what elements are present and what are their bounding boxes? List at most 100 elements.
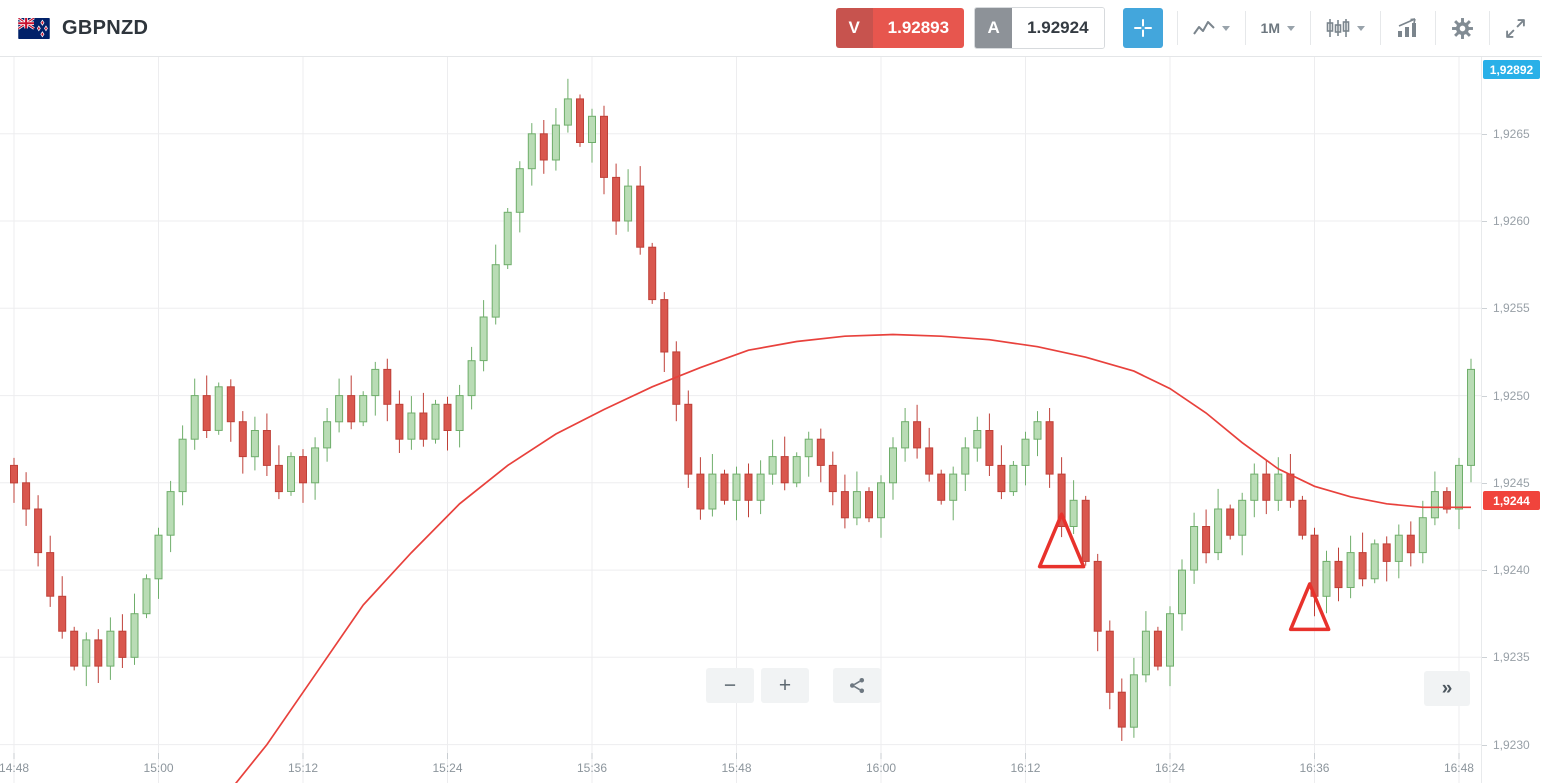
chevron-down-icon: [1221, 25, 1230, 31]
price-axis-label: 1,9260: [1493, 214, 1530, 229]
time-axis-label: 15:36: [576, 761, 608, 775]
sell-price-button[interactable]: V 1.92893: [835, 8, 965, 48]
candle: [1214, 488, 1223, 561]
candle: [431, 399, 440, 444]
candle: [407, 396, 416, 450]
candle: [997, 445, 1006, 500]
price-axis-tick: [1482, 221, 1487, 223]
candle: [1009, 461, 1018, 496]
candle: [202, 375, 211, 438]
candle: [840, 474, 849, 529]
candle: [1298, 495, 1307, 540]
candle: [142, 574, 151, 619]
candle: [1021, 431, 1030, 486]
candle: [768, 439, 777, 485]
time-axis[interactable]: 14:48 15:00 15:12 15:24 15:36 15:48 16:00 16:12…: [0, 753, 1481, 783]
candle: [660, 292, 669, 372]
time-axis-label: 16:00: [865, 761, 896, 775]
candle: [1238, 492, 1247, 556]
candle: [515, 161, 524, 233]
candle: [1045, 408, 1054, 488]
candle: [46, 535, 55, 607]
price-axis-label: 1,9235: [1493, 650, 1530, 665]
candle: [744, 463, 753, 518]
candle: [780, 436, 789, 491]
candle: [1262, 460, 1271, 515]
candle: [792, 452, 801, 488]
timeframe-selector[interactable]: 1M: [1248, 8, 1308, 48]
candle: [443, 396, 452, 451]
separator: [1176, 11, 1178, 45]
candle: [58, 576, 67, 639]
price-axis-tick: [1482, 744, 1487, 746]
chart-type-icon: [1192, 19, 1215, 37]
crosshair-button[interactable]: [1122, 8, 1163, 48]
candle: [539, 120, 548, 174]
price-axis-tick: [1482, 308, 1487, 310]
price-axis[interactable]: 1,92892 1,9244 1,9265 1,9260 1,9255 1,9250 1…: [1481, 57, 1542, 783]
candle: [877, 475, 885, 538]
candle: [1430, 471, 1439, 526]
separator: [1489, 11, 1490, 45]
symbol-title: GBPNZD: [62, 16, 149, 39]
candle: [1129, 657, 1138, 738]
candle: [1166, 606, 1174, 687]
candle: [672, 341, 681, 422]
candle: [612, 163, 621, 235]
zoom-out-button[interactable]: −: [706, 668, 754, 703]
candle: [178, 425, 187, 506]
candle: [756, 460, 765, 515]
time-axis-label: 15:00: [143, 761, 174, 775]
analytics-icon: [1396, 18, 1420, 38]
candle: [961, 437, 970, 491]
candle: [1394, 524, 1403, 579]
buy-badge: A: [975, 8, 1013, 48]
fullscreen-button[interactable]: [1492, 8, 1530, 48]
analytics-button[interactable]: [1383, 8, 1433, 48]
candle: [1093, 553, 1102, 652]
zoom-in-button[interactable]: +: [761, 668, 809, 703]
time-axis-label: 15:12: [288, 761, 319, 775]
candle: [1418, 500, 1427, 564]
buy-price-button[interactable]: A 1.92924: [974, 7, 1105, 49]
separator: [1435, 11, 1436, 45]
price-axis-tick: [1482, 133, 1487, 135]
candle: [865, 487, 873, 523]
candle: [106, 617, 115, 680]
time-axis-label: 15:48: [721, 761, 752, 775]
chart-area[interactable]: 1,92892 1,9244 1,9265 1,9260 1,9255 1,9250 1…: [0, 57, 1542, 783]
candle: [696, 457, 705, 520]
crosshair-icon: [1133, 18, 1153, 38]
candle: [901, 408, 910, 462]
fullscreen-icon: [1505, 18, 1526, 39]
candle: [684, 390, 693, 488]
chevron-down-icon: [1287, 25, 1295, 31]
candle: [1322, 550, 1331, 614]
candle: [1442, 487, 1451, 514]
expand-panel-button[interactable]: »: [1424, 671, 1470, 706]
candle: [1346, 535, 1355, 599]
signal-triangle-marker: [1288, 582, 1331, 632]
candle: [563, 78, 572, 133]
candle: [419, 392, 428, 447]
settings-button[interactable]: [1438, 8, 1487, 48]
settings-gear-icon: [1451, 17, 1474, 40]
candle: [816, 428, 825, 483]
candle: [10, 457, 18, 503]
share-button[interactable]: [833, 668, 881, 703]
price-axis-tick: [1482, 657, 1487, 659]
candle: [973, 416, 982, 462]
candle: [166, 480, 175, 553]
chart-type-selector[interactable]: [1180, 8, 1243, 48]
separator: [1244, 11, 1246, 45]
candle: [82, 632, 91, 687]
candle: [503, 208, 512, 269]
time-axis-label: 16:36: [1299, 761, 1330, 775]
symbol-area[interactable]: GBPNZD: [18, 17, 148, 40]
candle: [1406, 521, 1415, 567]
price-chart-svg[interactable]: [0, 57, 1542, 783]
candle-style-selector[interactable]: [1313, 8, 1378, 48]
chart-controls: V 1.92893 A 1.92924: [835, 7, 1530, 49]
time-axis-label: 16:12: [1010, 761, 1041, 775]
candle: [1467, 358, 1475, 483]
